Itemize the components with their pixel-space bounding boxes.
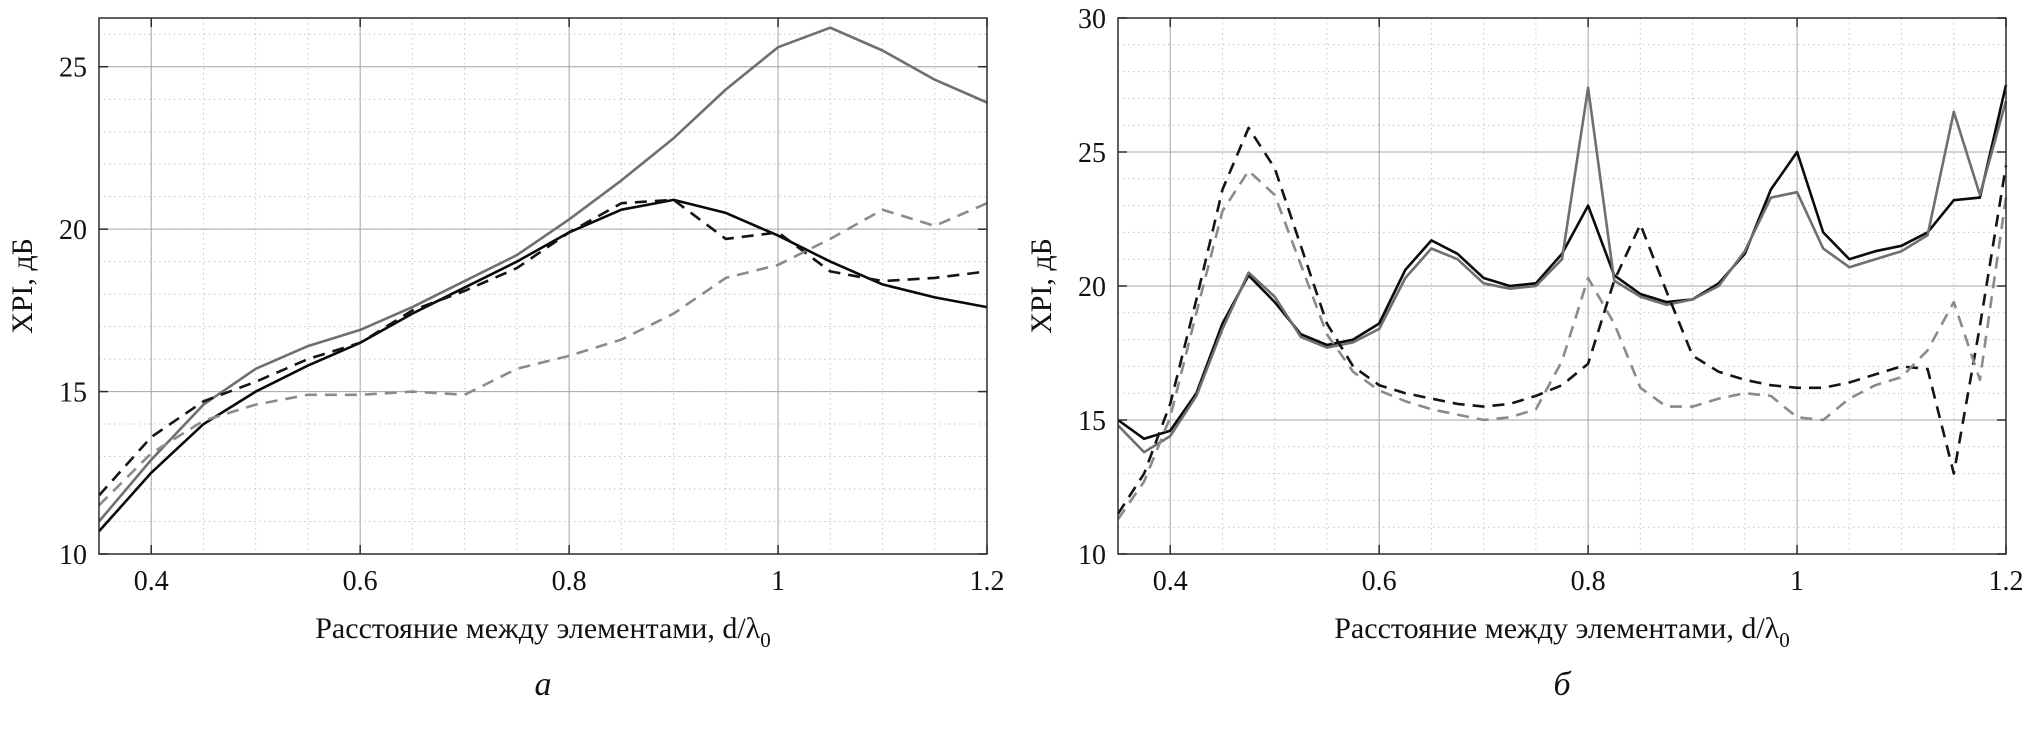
tick-marks — [1118, 17, 2007, 555]
x-tick-label: 1.2 — [970, 566, 1005, 597]
y-tick-label: 10 — [1078, 540, 1106, 571]
tick-labels: 0.4 0.6 0.8 1 1.2 10 15 20 25 — [59, 53, 1005, 597]
series-gray-dashed — [1116, 169, 2008, 520]
x-tick-label: 1.2 — [1989, 566, 2024, 597]
x-tick-label: 0.8 — [1571, 566, 1606, 597]
x-axis-label: Расстояние между элементами, d/λ0 — [315, 612, 770, 652]
y-tick-label: 10 — [59, 540, 87, 571]
major-grid — [99, 18, 987, 554]
y-tick-label: 25 — [59, 53, 87, 84]
chart-b-caption: б — [1553, 666, 1571, 703]
chart-b-canvas: 0.4 0.6 0.8 1 1.2 10 15 20 25 30 XPI, дБ Расстояние… — [1021, 4, 2026, 662]
tick-labels: 0.4 0.6 0.8 1 1.2 10 15 20 25 30 — [1078, 4, 2024, 597]
x-tick-label: 0.4 — [1153, 566, 1188, 597]
plot-border — [98, 17, 988, 555]
y-tick-label: 20 — [59, 215, 87, 246]
x-tick-label: 0.6 — [343, 566, 378, 597]
x-axis-label: Расстояние между элементами, d/λ0 — [1334, 612, 1789, 652]
minor-grid — [98, 18, 988, 555]
series-black-dashed — [98, 198, 988, 497]
y-tick-label: 25 — [1078, 138, 1106, 169]
figure-two-charts: 0.4 0.6 0.8 1 1.2 10 15 20 25 XPI, дБ Расстояние м… — [2, 4, 2026, 704]
x-tick-label: 0.8 — [552, 566, 587, 597]
y-axis-label: XPI, дБ — [6, 238, 39, 334]
chart-a-caption: а — [534, 666, 552, 703]
x-tick-label: 0.4 — [134, 566, 169, 597]
y-tick-label: 15 — [1078, 406, 1106, 437]
major-grid — [1118, 18, 2006, 554]
series-gray-solid — [98, 26, 988, 523]
chart-panel-b: 0.4 0.6 0.8 1 1.2 10 15 20 25 30 XPI, дБ Расстояние… — [1021, 4, 2026, 704]
chart-panel-a: 0.4 0.6 0.8 1 1.2 10 15 20 25 XPI, дБ Расстояние м… — [2, 4, 1007, 704]
x-tick-label: 1 — [771, 566, 785, 597]
y-tick-label: 30 — [1078, 4, 1106, 35]
y-tick-label: 20 — [1078, 272, 1106, 303]
series-black-dashed — [1116, 126, 2008, 515]
series-gray-dashed — [98, 202, 988, 507]
tick-marks — [99, 18, 988, 555]
series-black-solid — [98, 198, 988, 533]
y-tick-label: 15 — [59, 378, 87, 409]
chart-a-canvas: 0.4 0.6 0.8 1 1.2 10 15 20 25 XPI, дБ Расстояние м… — [2, 4, 1007, 662]
series-gray-solid — [1117, 86, 2008, 454]
x-tick-label: 1 — [1790, 566, 1804, 597]
x-tick-label: 0.6 — [1362, 566, 1397, 597]
y-axis-label: XPI, дБ — [1025, 238, 1058, 334]
